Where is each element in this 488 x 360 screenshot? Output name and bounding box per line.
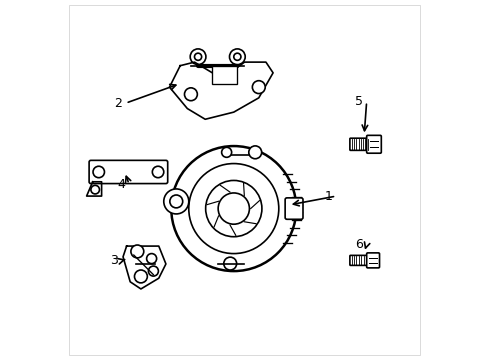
Circle shape — [248, 146, 261, 159]
Circle shape — [169, 195, 183, 208]
Circle shape — [218, 193, 249, 224]
Circle shape — [252, 81, 264, 94]
Circle shape — [171, 146, 296, 271]
Circle shape — [224, 67, 235, 78]
Circle shape — [163, 189, 188, 214]
Text: 6: 6 — [354, 238, 362, 251]
Circle shape — [91, 185, 99, 194]
Circle shape — [229, 49, 244, 64]
Circle shape — [184, 88, 197, 101]
Circle shape — [152, 166, 163, 178]
Polygon shape — [86, 182, 102, 196]
FancyBboxPatch shape — [285, 198, 303, 219]
Circle shape — [233, 53, 241, 60]
Circle shape — [224, 257, 236, 270]
Text: 5: 5 — [354, 95, 362, 108]
FancyBboxPatch shape — [349, 255, 376, 265]
Circle shape — [194, 53, 201, 60]
FancyBboxPatch shape — [349, 138, 378, 150]
FancyBboxPatch shape — [89, 160, 167, 184]
Circle shape — [148, 266, 158, 276]
FancyBboxPatch shape — [366, 253, 379, 268]
Text: 4: 4 — [117, 178, 125, 191]
Circle shape — [188, 163, 278, 253]
Bar — [212, 66, 237, 84]
Text: 2: 2 — [114, 97, 122, 110]
Circle shape — [93, 166, 104, 178]
Text: 3: 3 — [110, 254, 118, 267]
Circle shape — [131, 245, 143, 258]
Circle shape — [221, 147, 231, 157]
Circle shape — [146, 253, 156, 264]
FancyBboxPatch shape — [366, 135, 381, 153]
Circle shape — [205, 180, 262, 237]
Circle shape — [190, 49, 205, 64]
Text: 1: 1 — [324, 190, 332, 203]
Circle shape — [134, 270, 147, 283]
